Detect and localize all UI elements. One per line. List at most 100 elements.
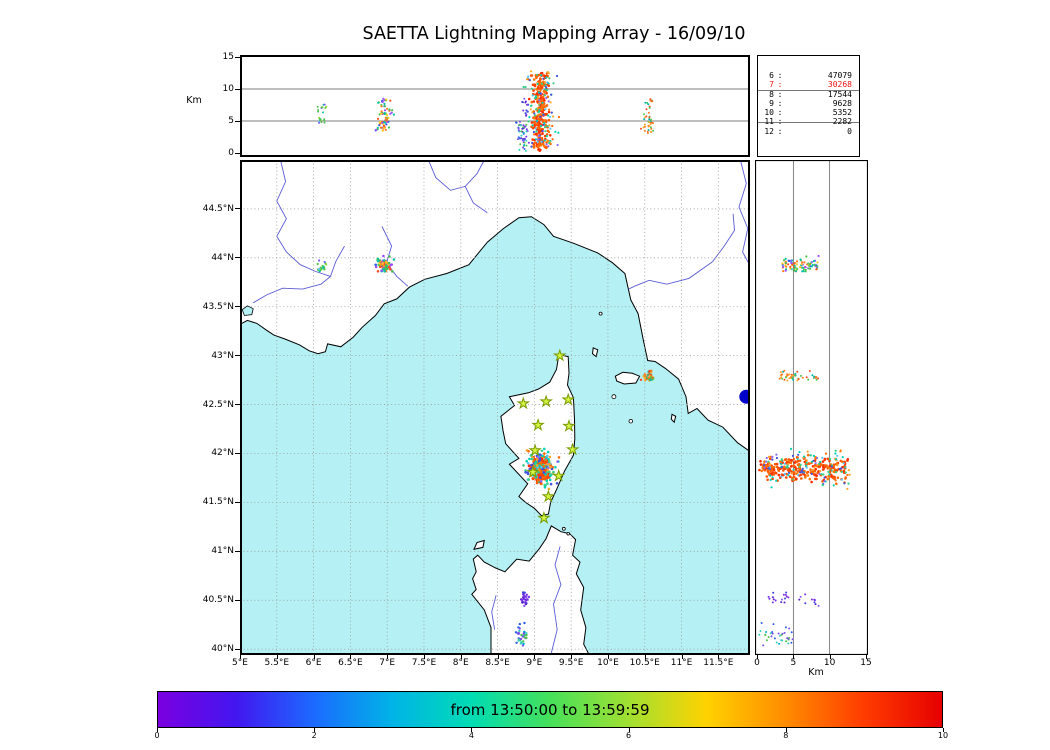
lon-tick-label: 5.5°E	[264, 658, 290, 668]
altitude-axis-label-top: Km	[186, 95, 202, 106]
lat-tick-label: 41.5°N	[202, 497, 234, 508]
lon-tick-label: 9.5°E	[558, 658, 584, 668]
legend-min-stations: 8	[769, 89, 774, 99]
lake-bolsena	[739, 389, 750, 404]
figure-title: SAETTA Lightning Mapping Array - 16/09/1…	[362, 24, 746, 44]
colorbar-tick-label: 0	[154, 731, 160, 740]
land	[240, 160, 750, 655]
small-island	[628, 419, 633, 424]
station-star	[528, 443, 542, 457]
legend-rows: 6: 47079 7: 30268 8: 17544 9: 9628 10: 5352 11: 228…	[758, 71, 859, 136]
lat-tick-label: 40.5°N	[202, 595, 234, 606]
station-star	[526, 464, 540, 478]
altitude-tick-label-right: 0	[754, 658, 760, 668]
lon-tick-label: 10.5°E	[629, 658, 660, 668]
axis-tick	[157, 728, 158, 732]
lon-tick-label: 10°E	[597, 658, 619, 668]
lat-tick-label: 40°N	[211, 644, 234, 655]
colorbar-tick-label: 10	[937, 731, 949, 740]
saetta-stations	[516, 348, 580, 524]
axis-tick	[718, 655, 720, 659]
axis-tick	[460, 655, 462, 659]
berre-lagoon	[241, 305, 254, 316]
lon-tick-label: 8.5°E	[485, 658, 510, 668]
legend-min-stations: 10	[764, 108, 774, 118]
river	[628, 261, 713, 290]
lon-tick-label: 7.5°E	[411, 658, 437, 668]
river	[330, 245, 345, 277]
river	[491, 595, 497, 630]
axis-tick	[471, 728, 473, 732]
altitude-tick-label: 0	[228, 148, 234, 158]
colorbar-tick-label: 6	[626, 731, 632, 740]
legend-gridline	[758, 122, 859, 123]
lon-tick-label: 8°E	[452, 658, 469, 668]
legend-row: 7: 30268	[758, 80, 859, 89]
altitude-vs-longitude-panel	[240, 55, 750, 157]
lightning-scatter-alt-lon	[316, 70, 655, 153]
legend-count: 5352	[832, 108, 852, 118]
axis-tick	[387, 655, 389, 659]
legend-colon: :	[777, 89, 783, 99]
axis-tick	[757, 655, 758, 659]
small-island	[611, 394, 617, 400]
legend-row: 6: 47079	[758, 71, 859, 80]
legend-min-stations: 12	[764, 126, 774, 136]
small-island	[566, 532, 570, 536]
river	[427, 160, 485, 191]
axis-tick	[785, 728, 787, 732]
lon-tick-label: 11.5°E	[703, 658, 734, 668]
legend-colon: :	[777, 126, 783, 136]
colorbar-tick-label: 8	[783, 731, 789, 740]
legend-count: 9628	[832, 98, 852, 108]
mainland-coast	[240, 160, 750, 453]
altitude-tick-label: 15	[222, 52, 234, 62]
axis-tick	[571, 655, 573, 659]
lon-tick-label: 11°E	[670, 658, 693, 668]
station-star	[537, 510, 551, 524]
axis-tick	[607, 655, 609, 659]
axis-tick	[793, 655, 795, 659]
asinara-island	[473, 539, 485, 550]
axis-tick	[943, 728, 944, 732]
legend-min-stations: 6	[769, 71, 774, 80]
sardinia	[471, 525, 590, 655]
station-star	[552, 348, 567, 362]
lat-tick-label: 42.5°N	[202, 399, 234, 410]
lon-tick-label: 5°E	[232, 658, 248, 668]
lat-tick-label: 42°N	[211, 448, 234, 459]
legend-row: 11: 2282	[758, 117, 859, 126]
axis-tick	[350, 655, 352, 659]
legend-colon: :	[777, 98, 783, 108]
top-panel-border	[240, 55, 750, 157]
giglio-island	[670, 413, 677, 424]
altitude-tick-label: 5	[228, 116, 234, 126]
altitude-tick-label-right: 15	[860, 658, 872, 668]
altitude-axis-label-right: Km	[808, 667, 824, 678]
map-border	[240, 160, 750, 655]
altitude-tick-label: 10	[222, 84, 234, 94]
legend-colon: :	[777, 71, 783, 80]
axis-tick	[497, 655, 499, 659]
axis-tick	[865, 655, 867, 659]
axis-tick	[644, 655, 646, 659]
legend-row: 8: 17544	[758, 90, 859, 99]
map-graticule	[240, 160, 750, 655]
axis-tick	[313, 655, 315, 659]
lon-tick-label: 6°E	[305, 658, 322, 668]
station-star	[539, 394, 553, 408]
axis-tick	[240, 655, 241, 659]
axis-tick	[314, 728, 316, 732]
legend-colon: :	[777, 108, 783, 118]
colorbar-gradient: from 13:50:00 to 13:59:59	[157, 691, 943, 728]
altitude-gridlines	[240, 88, 750, 122]
lat-tick-label: 43.5°N	[202, 301, 234, 312]
lat-tick-label: 44°N	[211, 252, 234, 263]
rivers	[252, 160, 750, 654]
geographic-map-panel	[240, 160, 750, 655]
station-counts-legend: 6: 47079 7: 30268 8: 17544 9: 9628 10: 5352 11: 228…	[757, 55, 860, 157]
altitude-gridlines-right	[792, 160, 831, 655]
colorbar-tick-label: 2	[311, 731, 317, 740]
lat-tick-label: 43°N	[211, 350, 234, 361]
